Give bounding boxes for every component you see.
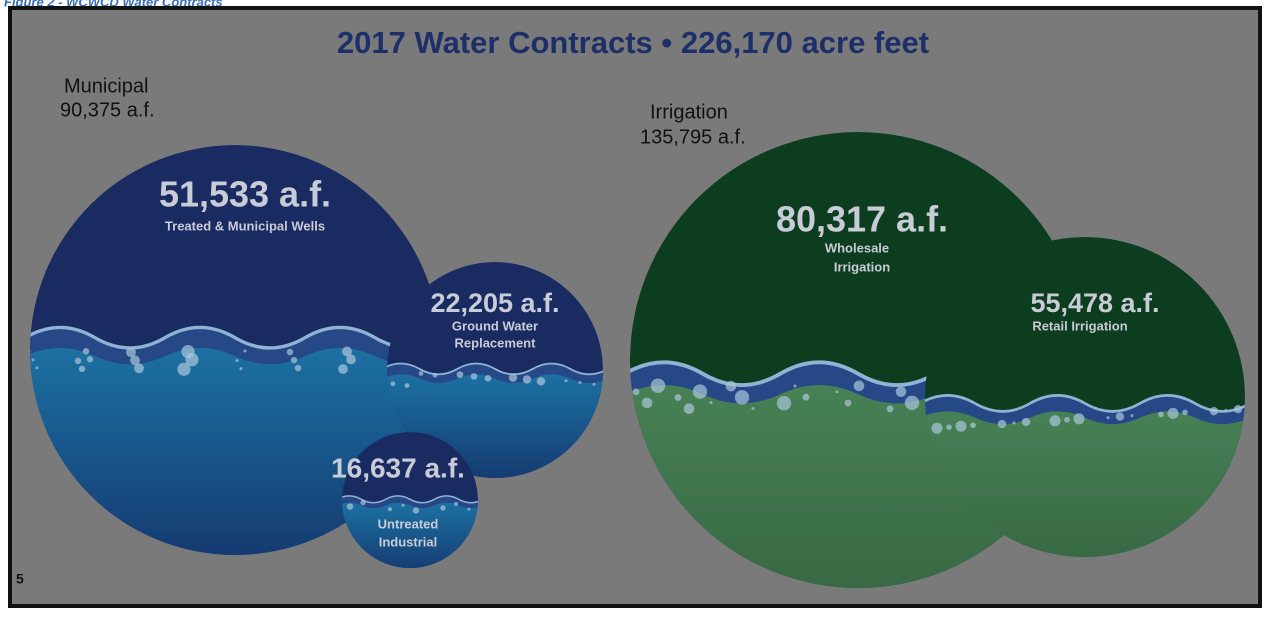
item-label: Untreated [378, 516, 439, 531]
group-label: Irrigation [650, 101, 728, 123]
item-label: Retail Irrigation [1032, 318, 1127, 333]
amount: 22,205 a.f. [430, 288, 559, 318]
amount: 55,478 a.f. [1030, 288, 1159, 318]
item-label: Replacement [455, 335, 537, 350]
item-label: Wholesale [825, 240, 889, 255]
title: 2017 Water Contracts • 226,170 acre feet [337, 25, 929, 60]
page-number: 5 [16, 571, 24, 587]
slide: Figure 2 - WCWCD Water Contracts 2017 Wa… [0, 0, 1267, 613]
group-total: 135,795 a.f. [640, 126, 746, 148]
bubble-shade [925, 237, 1245, 557]
amount: 51,533 a.f. [159, 174, 331, 215]
item-label: Treated & Municipal Wells [165, 218, 325, 233]
group-total: 90,375 a.f. [60, 99, 155, 121]
group-label: Municipal [64, 75, 148, 97]
amount: 80,317 a.f. [776, 199, 948, 240]
amount: 16,637 a.f. [331, 452, 465, 483]
item-label: Industrial [379, 534, 438, 549]
item-label: Ground Water [452, 318, 538, 333]
item-label: Irrigation [834, 259, 890, 274]
